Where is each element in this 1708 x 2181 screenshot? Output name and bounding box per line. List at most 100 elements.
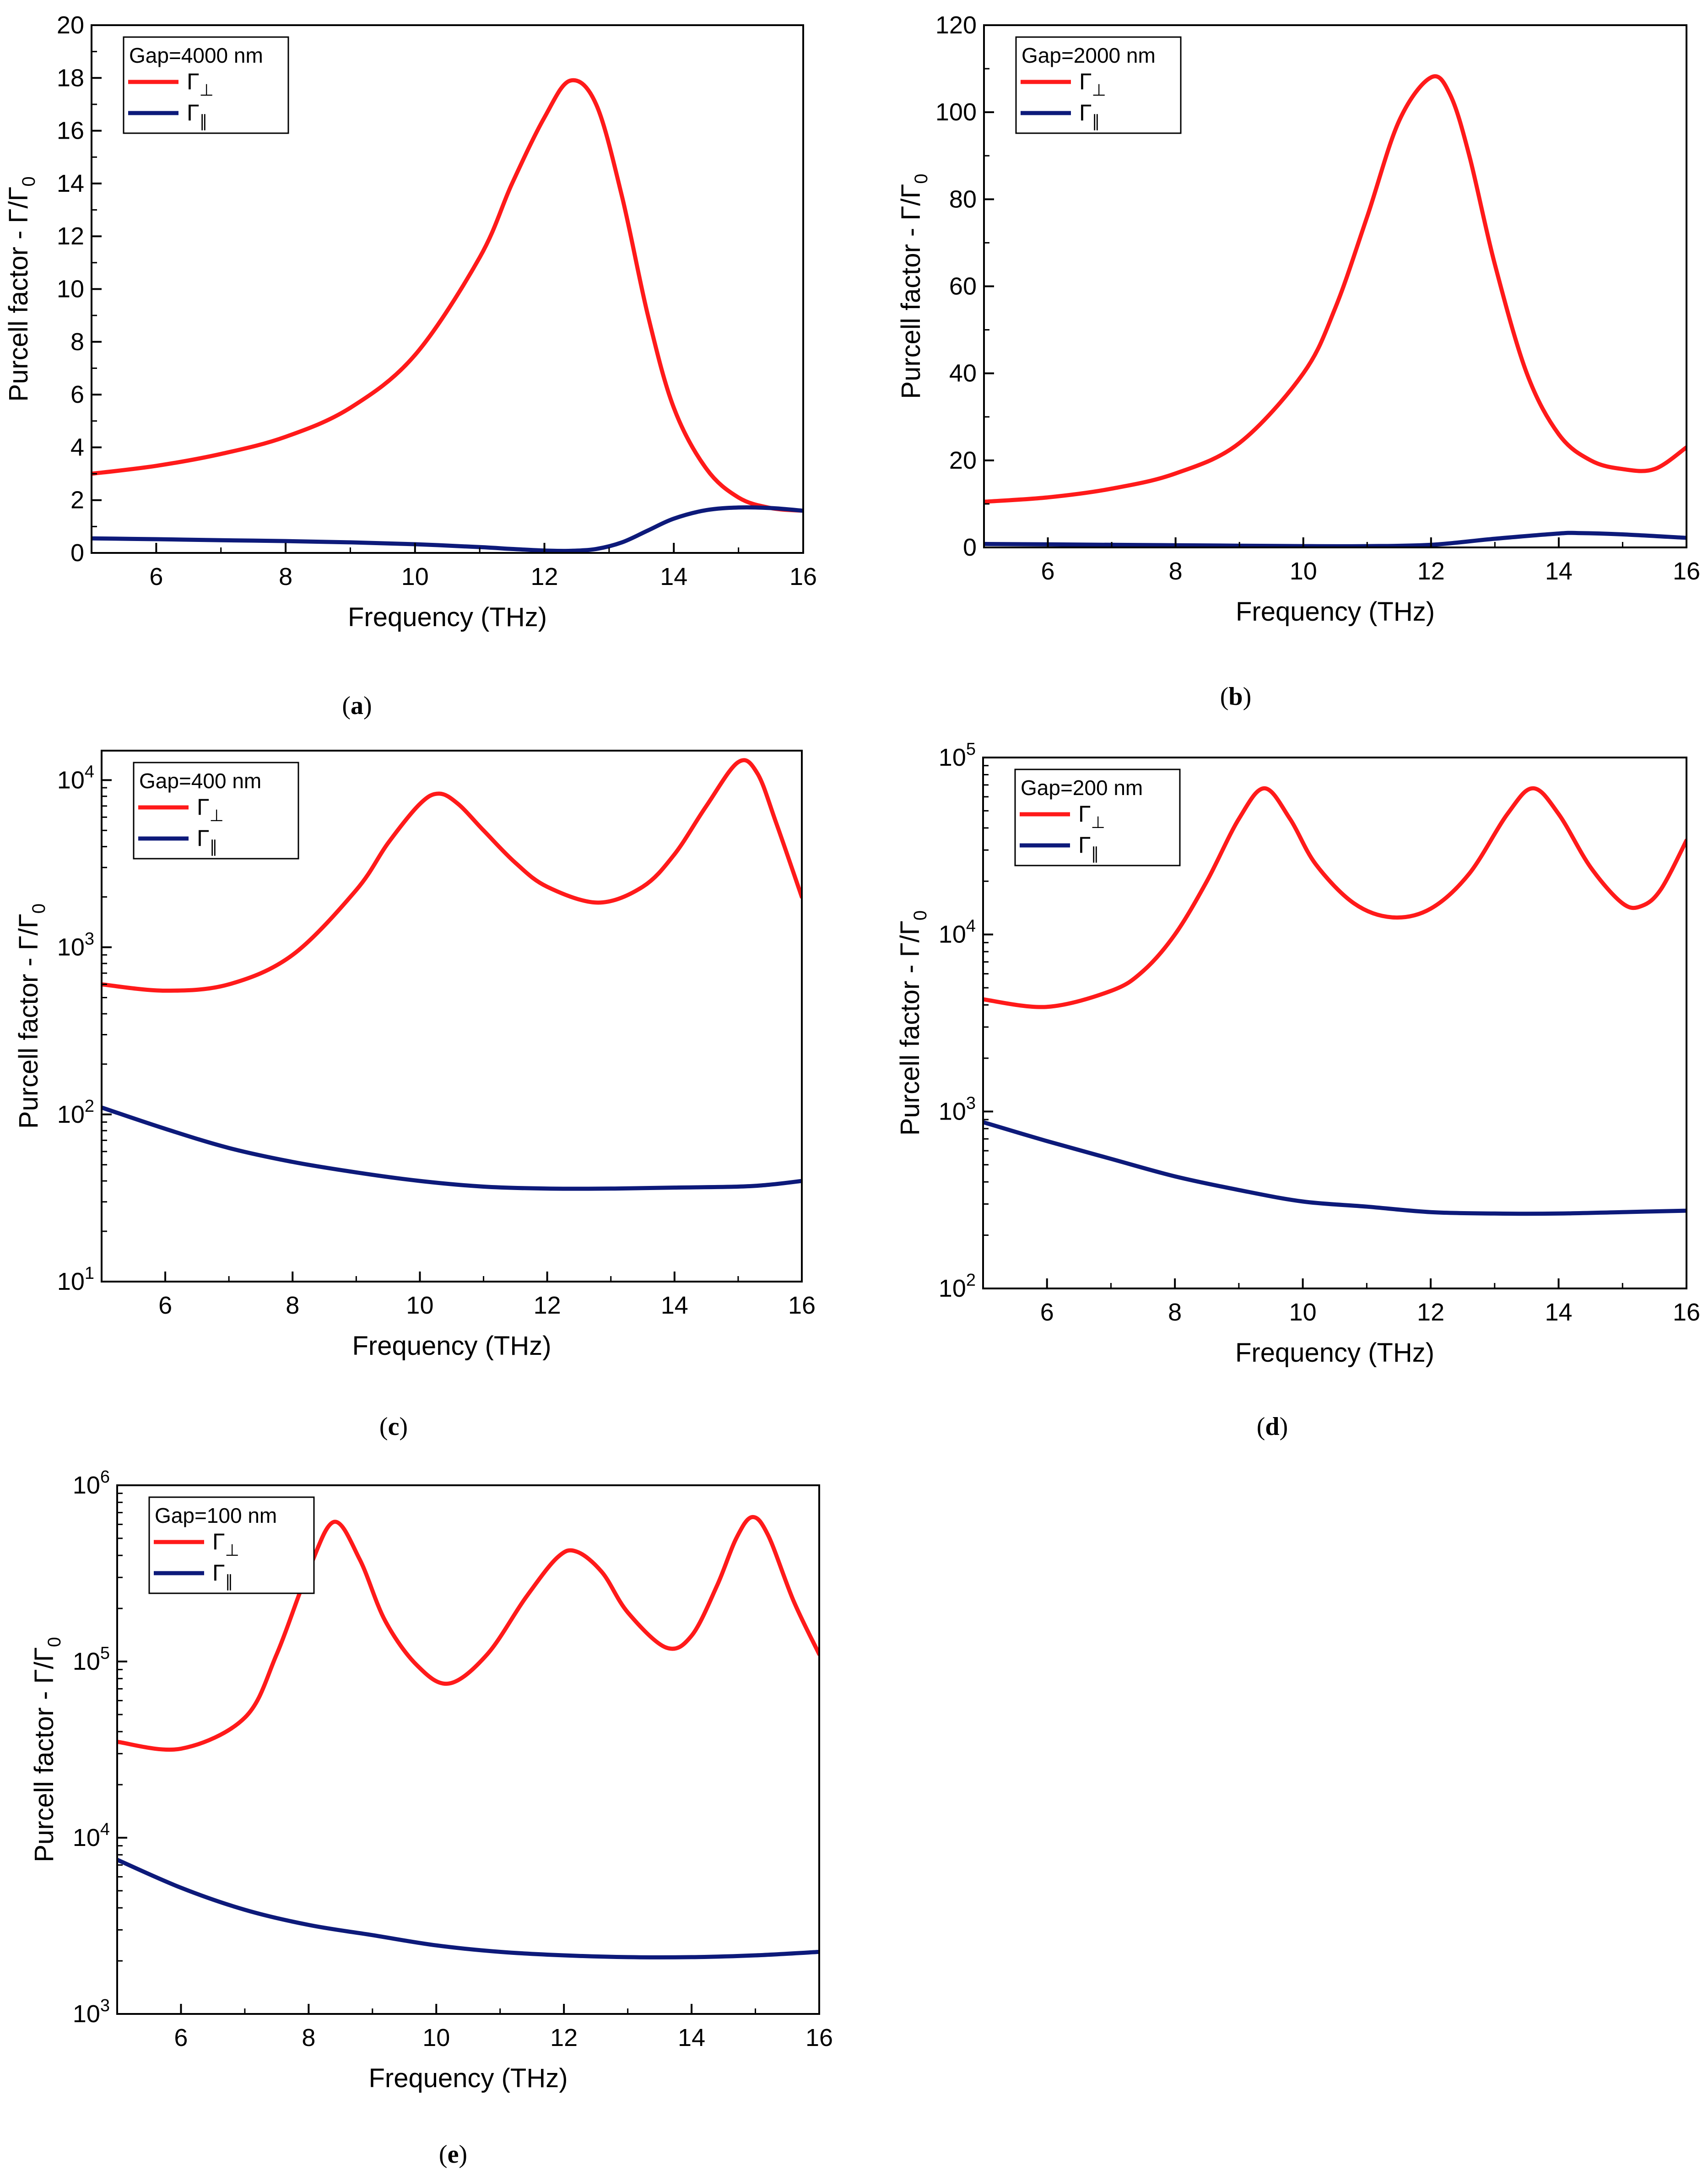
x-tick-label: 6 [149, 563, 163, 590]
panel-b: (b) 6 8 10 12 14 16 0 20 40 60 80 100 120 Frequency (… [896, 11, 1700, 711]
y-axis-label: Purcell factor - Γ/Γ0 [29, 1637, 65, 1862]
legend-entry: Γ⊥ [1079, 69, 1106, 99]
legend-box [123, 36, 289, 134]
series-line-perpendicular [92, 78, 803, 513]
x-axis-label: Frequency (THz) [1235, 1338, 1434, 1368]
legend-title: Gap=4000 nm [129, 43, 263, 67]
legend-entry: Γ∥ [212, 1560, 233, 1591]
x-tick-label: 12 [534, 1292, 561, 1319]
y-tick-label: 18 [57, 64, 84, 92]
x-tick-label: 16 [1673, 1299, 1700, 1326]
series-line-parallel [92, 505, 803, 553]
panel-a: (a) 6 8 10 12 14 16 0 2 4 6 8 10 12 14 16 18 20 Frequency… [4, 11, 817, 720]
legend-title: Gap=100 nm [155, 1504, 277, 1527]
x-tick-label: 8 [302, 2024, 315, 2051]
y-axis-label: Purcell factor - Γ/Γ0 [896, 173, 931, 399]
legend-entry: Γ⊥ [1078, 801, 1105, 832]
y-tick-label: 16 [57, 117, 84, 145]
x-tick-label: 6 [1041, 557, 1055, 585]
x-axis-label: Frequency (THz) [352, 1331, 551, 1361]
y-axis-label: Purcell factor - Γ/Γ0 [895, 910, 930, 1136]
panel-d: (d) 6 8 10 12 14 16 102 103 104 105 Frequency (THz… [895, 740, 1700, 1441]
y-tick-label: 80 [949, 185, 977, 213]
x-tick-label: 16 [1673, 557, 1700, 585]
x-axis-label: Frequency (THz) [348, 602, 547, 632]
y-tick-label: 10 [57, 276, 84, 303]
y-tick-label: 20 [949, 447, 977, 474]
x-tick-label: 14 [661, 1292, 688, 1319]
legend-box [1015, 36, 1182, 134]
legend-box [1014, 768, 1181, 866]
x-tick-label: 6 [1040, 1299, 1054, 1326]
x-axis-label: Frequency (THz) [1236, 597, 1435, 627]
x-tick-label: 6 [174, 2024, 188, 2051]
x-tick-label: 10 [406, 1292, 433, 1319]
y-tick-label: 12 [57, 222, 84, 250]
y-tick-label: 6 [70, 381, 84, 408]
legend-entry: Γ⊥ [197, 794, 224, 825]
legend-entry: Γ∥ [1079, 100, 1100, 130]
legend: Gap=200 nmΓ⊥Γ∥ [1014, 768, 1181, 866]
y-tick-label: 100 [935, 98, 977, 126]
x-tick-label: 12 [531, 563, 558, 590]
series-line-perpendicular [984, 74, 1686, 504]
x-tick-label: 8 [286, 1292, 299, 1319]
series-line-parallel [117, 1857, 819, 1959]
x-tick-label: 8 [1168, 1299, 1182, 1326]
caption-b: (b) [1220, 682, 1251, 711]
y-tick-label: 104 [73, 1820, 110, 1851]
series-line-parallel [983, 1120, 1686, 1216]
legend-entry: Γ⊥ [187, 69, 214, 99]
caption-d: (d) [1257, 1413, 1288, 1441]
x-tick-label: 16 [788, 1292, 816, 1319]
x-tick-label: 12 [1417, 1299, 1444, 1326]
y-tick-label: 2 [70, 487, 84, 514]
y-tick-label: 104 [57, 762, 94, 794]
y-tick-label: 120 [935, 11, 977, 39]
x-tick-label: 10 [1289, 1299, 1317, 1326]
x-tick-label: 10 [422, 2024, 450, 2051]
y-tick-label: 8 [70, 328, 84, 356]
y-tick-label: 20 [57, 11, 84, 39]
y-tick-label: 105 [73, 1644, 110, 1675]
x-tick-label: 16 [805, 2024, 833, 2051]
y-axis-label: Purcell factor - Γ/Γ0 [14, 904, 49, 1129]
legend: Gap=2000 nmΓ⊥Γ∥ [1015, 36, 1182, 134]
legend-entry: Γ∥ [197, 825, 218, 856]
y-tick-label: 103 [73, 1996, 110, 2028]
panel-e: (e) 6 8 10 12 14 16 103 104 105 106 Frequency (THz… [29, 1467, 833, 2169]
legend-title: Gap=400 nm [139, 769, 261, 793]
y-tick-label: 102 [57, 1097, 94, 1128]
legend: Gap=4000 nmΓ⊥Γ∥ [123, 36, 289, 134]
x-tick-label: 12 [550, 2024, 578, 2051]
legend-box [133, 762, 299, 860]
legend-entry: Γ⊥ [212, 1529, 239, 1559]
series-line-parallel [102, 1105, 802, 1191]
y-tick-label: 105 [939, 740, 976, 771]
legend-title: Gap=200 nm [1021, 776, 1143, 800]
x-tick-label: 16 [789, 563, 817, 590]
legend-box [148, 1496, 315, 1594]
x-tick-label: 8 [1169, 557, 1183, 585]
x-axis-label: Frequency (THz) [368, 2063, 568, 2093]
plot-frame [116, 1484, 820, 2015]
plot-frame [101, 750, 803, 1283]
x-tick-label: 10 [401, 563, 429, 590]
x-tick-label: 14 [1545, 557, 1573, 585]
y-tick-label: 104 [939, 917, 976, 948]
x-tick-label: 8 [279, 563, 292, 590]
y-axis-label: Purcell factor - Γ/Γ0 [4, 176, 39, 401]
series-line-perpendicular [983, 786, 1686, 1009]
legend-title: Gap=2000 nm [1022, 43, 1156, 67]
x-tick-label: 14 [678, 2024, 705, 2051]
caption-a: (a) [342, 692, 372, 720]
y-tick-label: 14 [57, 170, 84, 197]
legend: Gap=400 nmΓ⊥Γ∥ [133, 762, 299, 860]
series-line-perpendicular [117, 1515, 819, 1752]
y-tick-label: 106 [73, 1467, 110, 1499]
y-tick-label: 4 [70, 433, 84, 461]
x-tick-label: 14 [1545, 1299, 1573, 1326]
legend-entry: Γ∥ [187, 100, 208, 130]
caption-c: (c) [379, 1413, 408, 1441]
